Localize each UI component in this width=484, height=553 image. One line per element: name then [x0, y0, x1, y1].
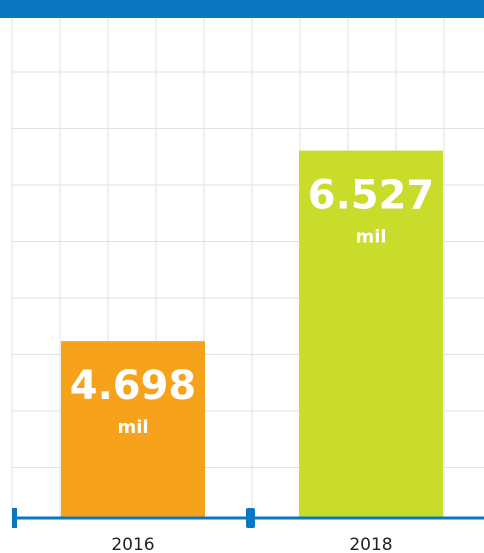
value-label: 6.527 — [308, 173, 435, 219]
header-band — [0, 0, 484, 18]
unit-label: mil — [117, 417, 148, 438]
x-tick-label: 2016 — [111, 535, 154, 553]
axis-marker — [246, 508, 255, 528]
bar — [299, 150, 443, 518]
axis-marker — [12, 508, 17, 528]
unit-label: mil — [355, 227, 386, 248]
bar — [61, 341, 205, 518]
value-label: 4.698 — [70, 363, 197, 409]
x-tick-label: 2018 — [349, 535, 392, 553]
